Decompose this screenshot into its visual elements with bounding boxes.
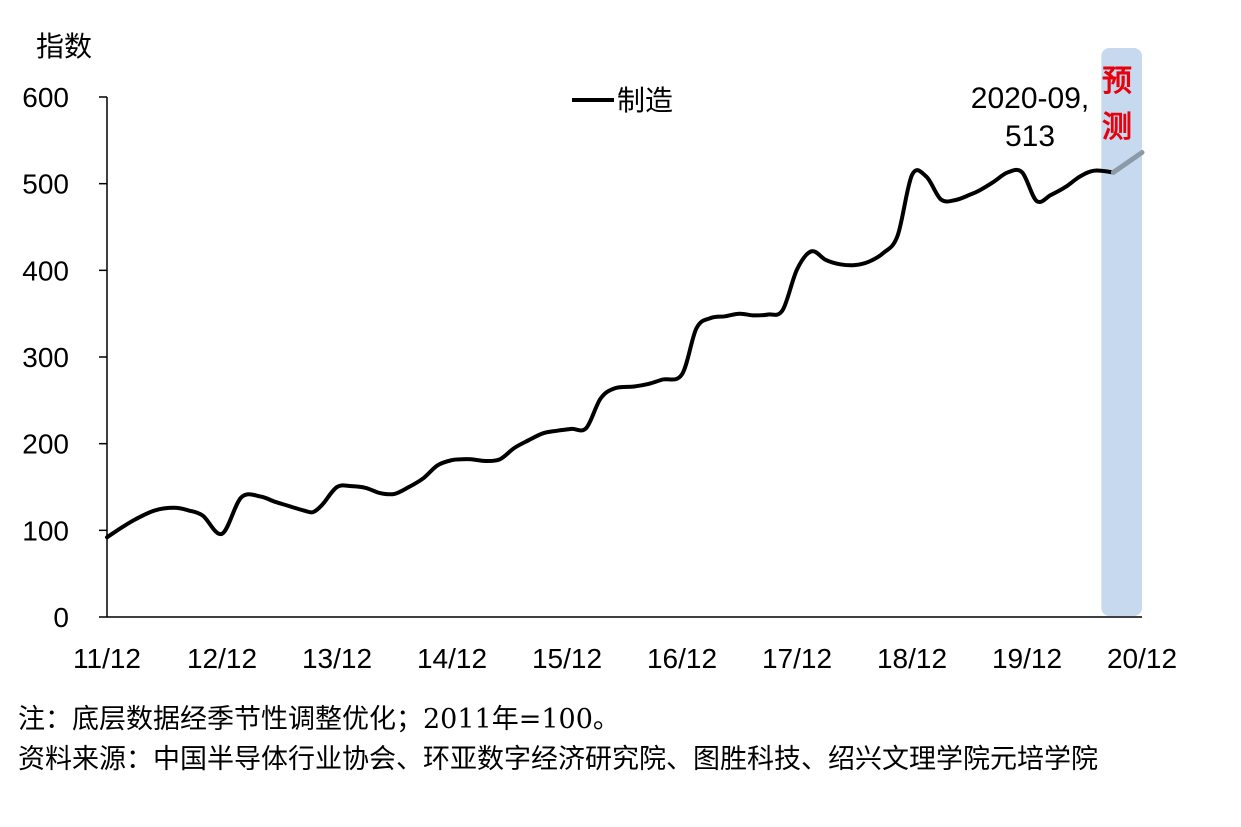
y-tick-label: 400 (22, 255, 69, 286)
annotation-line-2: 513 (1005, 120, 1055, 153)
y-tick-label: 600 (22, 82, 69, 113)
y-tick-label: 0 (53, 602, 69, 633)
y-axis-label: 指数 (36, 30, 92, 63)
x-tick-label: 15/12 (532, 643, 602, 674)
x-tick-label: 11/12 (73, 643, 141, 674)
annotation-line-1: 2020-09, (971, 82, 1089, 115)
x-tick-label: 17/12 (762, 643, 832, 674)
legend: 制造 (572, 84, 673, 117)
series-line-manufacturing (105, 167, 1116, 540)
forecast-label-char-2: 测 (1102, 110, 1132, 145)
series-layer (105, 150, 1145, 540)
forecast-band (1101, 48, 1142, 616)
y-tick-label: 300 (22, 342, 69, 373)
x-tick-label: 20/12 (1107, 643, 1177, 674)
x-tick-label: 16/12 (647, 643, 717, 674)
line-chart: 0 100 200 300 400 500 600 11/12 12/12 13/12 14/12… (22, 30, 1177, 674)
point-annotation: 2020-09, 513 (971, 82, 1089, 153)
x-tick-label: 13/12 (302, 643, 372, 674)
y-axis: 0 100 200 300 400 500 600 (22, 82, 108, 633)
y-tick-label: 500 (22, 169, 69, 200)
source-line: 资料来源：中国半导体行业协会、环亚数字经济研究院、图胜科技、绍兴文理学院元培学院 (18, 744, 1098, 775)
note-line: 注：底层数据经季节性调整优化；2011年=100。 (18, 704, 620, 735)
forecast-label: 预 测 (1102, 64, 1132, 145)
x-tick-label: 14/12 (417, 643, 487, 674)
y-tick-label: 100 (22, 515, 69, 546)
legend-label: 制造 (617, 84, 673, 117)
x-tick-label: 18/12 (877, 643, 947, 674)
forecast-label-char-1: 预 (1102, 64, 1132, 99)
x-axis: 11/12 12/12 13/12 14/12 15/12 16/12 17/12 18/12… (73, 616, 1177, 674)
footnotes: 注：底层数据经季节性调整优化；2011年=100。 资料来源：中国半导体行业协会… (18, 700, 1228, 780)
series-line-forecast (1110, 150, 1145, 175)
y-tick-label: 200 (22, 429, 69, 460)
x-tick-label: 19/12 (992, 643, 1062, 674)
x-tick-label: 12/12 (187, 643, 257, 674)
